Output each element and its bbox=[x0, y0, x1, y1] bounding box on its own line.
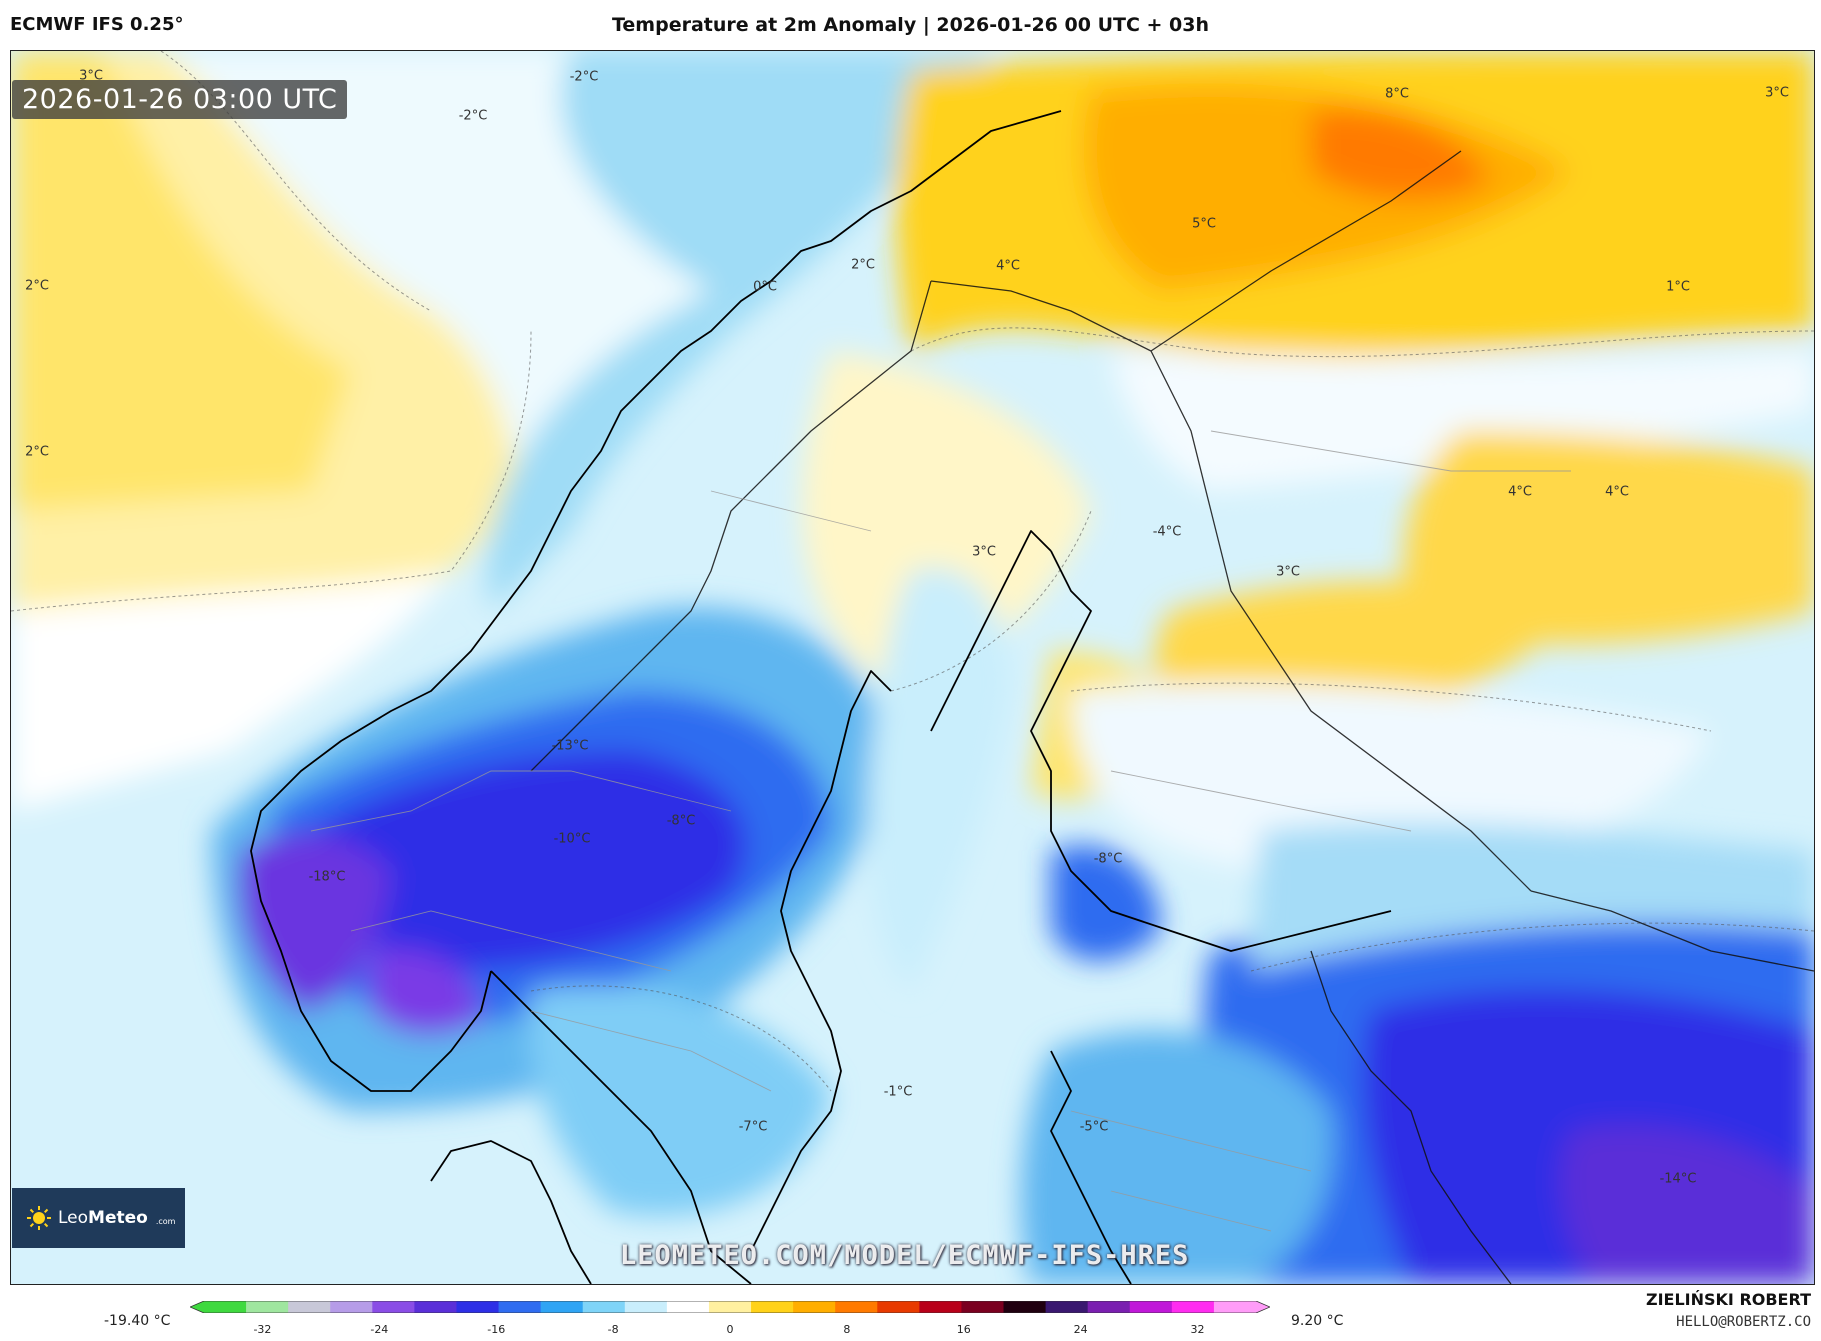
sun-icon bbox=[27, 1206, 51, 1230]
contour-label: 2°C bbox=[25, 278, 49, 294]
contour-label: -5°C bbox=[1079, 1119, 1109, 1135]
map-canvas[interactable]: 3°C -2°C -2°C 2°C 2°C 0°C 2°C 4°C 8°C 5°C 3°C 1°C 3°… bbox=[10, 50, 1815, 1285]
contour-label: 3°C bbox=[1276, 564, 1300, 580]
colorbar-tick-label: 24 bbox=[1073, 1323, 1088, 1336]
colorbar-segment bbox=[877, 1301, 920, 1313]
colorbar-segment bbox=[1087, 1301, 1131, 1313]
contour-label: 3°C bbox=[79, 68, 103, 84]
model-name: ECMWF IFS 0.25° bbox=[10, 14, 184, 35]
colorbar-segment bbox=[624, 1301, 668, 1313]
colorbar-segment bbox=[919, 1301, 962, 1313]
contour-label: 1°C bbox=[1666, 279, 1690, 295]
colorbar-segment bbox=[666, 1301, 710, 1313]
colorbar-tick-label: 16 bbox=[956, 1323, 971, 1336]
map-title: Temperature at 2m Anomaly | 2026-01-26 0… bbox=[611, 14, 1210, 36]
colorbar-high-extend bbox=[1256, 1301, 1270, 1313]
contour-label: 4°C bbox=[1508, 484, 1532, 500]
leometeo-logo[interactable]: LeoMeteo .com bbox=[12, 1188, 185, 1248]
colorbar-segment bbox=[751, 1301, 794, 1313]
colorbar-segment bbox=[456, 1301, 500, 1313]
anomaly-field bbox=[11, 51, 1814, 1284]
colorbar-segment bbox=[246, 1301, 289, 1313]
colorbar-segment bbox=[498, 1301, 542, 1313]
contour-label: -7°C bbox=[738, 1119, 768, 1135]
colorbar-segment bbox=[708, 1301, 752, 1313]
contour-label: 4°C bbox=[996, 258, 1020, 274]
logo-domain: .com bbox=[155, 1216, 176, 1226]
contour-label: -8°C bbox=[1093, 851, 1123, 867]
colorbar-segment bbox=[835, 1301, 878, 1313]
colorbar-tick-label: 8 bbox=[843, 1323, 851, 1336]
contour-label: -18°C bbox=[308, 869, 346, 885]
colorbar-tick-label: -16 bbox=[487, 1323, 506, 1336]
contour-label: -14°C bbox=[1659, 1171, 1697, 1187]
colorbar-gradient bbox=[188, 1300, 1272, 1314]
colorbar-segment bbox=[1171, 1301, 1215, 1313]
contour-label: 8°C bbox=[1385, 86, 1409, 102]
contour-label: 3°C bbox=[972, 544, 996, 560]
colorbar-ticks: -32 -24 -16 -8 0 8 16 24 32 bbox=[190, 1323, 1270, 1341]
colorbar-segment bbox=[1129, 1301, 1173, 1313]
author-name: ZIELIŃSKI ROBERT bbox=[1645, 1290, 1811, 1309]
contour-label: -2°C bbox=[569, 69, 599, 85]
colorbar-tick-label: 0 bbox=[726, 1323, 734, 1336]
contour-label: -10°C bbox=[553, 831, 591, 847]
valid-time-badge: 2026-01-26 03:00 UTC bbox=[12, 80, 348, 119]
colorbar-tick-label: 32 bbox=[1190, 1323, 1205, 1336]
colorbar-segment bbox=[330, 1301, 373, 1313]
colorbar-low-extend bbox=[190, 1301, 204, 1313]
colorbar-segment bbox=[204, 1301, 247, 1313]
contour-label: -4°C bbox=[1152, 524, 1182, 540]
contour-label: 5°C bbox=[1192, 216, 1216, 232]
author-email[interactable]: HELLO@ROBERTZ.CO bbox=[1676, 1314, 1811, 1330]
colorbar-max-value: 9.20 °C bbox=[1291, 1313, 1344, 1329]
watermark-url: LEOMETEO.COM/MODEL/ECMWF-IFS-HRES bbox=[620, 1240, 1190, 1271]
colorbar-tick-label: -8 bbox=[607, 1323, 619, 1336]
colorbar-segment bbox=[582, 1301, 626, 1313]
colorbar-segment bbox=[414, 1301, 457, 1313]
contour-label: -2°C bbox=[458, 108, 488, 124]
contour-label: 0°C bbox=[753, 279, 777, 295]
contour-label: -13°C bbox=[551, 738, 589, 754]
contour-label: -8°C bbox=[666, 813, 696, 829]
colorbar-tick-label: -24 bbox=[370, 1323, 389, 1336]
colorbar-segment bbox=[1213, 1301, 1257, 1313]
colorbar-tick-label: -32 bbox=[253, 1323, 272, 1336]
contour-label: 3°C bbox=[1765, 85, 1789, 101]
colorbar-segment bbox=[1045, 1301, 1089, 1313]
colorbar-segment bbox=[372, 1301, 415, 1313]
colorbar-segment bbox=[793, 1301, 836, 1313]
contour-label: -1°C bbox=[883, 1084, 913, 1100]
colorbar-segment bbox=[961, 1301, 1005, 1313]
colorbar-segment bbox=[540, 1301, 584, 1313]
contour-label: 4°C bbox=[1605, 484, 1629, 500]
contour-label: 2°C bbox=[25, 444, 49, 460]
colorbar-segment bbox=[288, 1301, 331, 1313]
logo-text: LeoMeteo bbox=[58, 1208, 148, 1228]
colorbar-segment bbox=[1003, 1301, 1047, 1313]
contour-label: 2°C bbox=[851, 257, 875, 273]
colorbar bbox=[188, 1298, 1272, 1314]
colorbar-min-value: -19.40 °C bbox=[104, 1313, 171, 1329]
